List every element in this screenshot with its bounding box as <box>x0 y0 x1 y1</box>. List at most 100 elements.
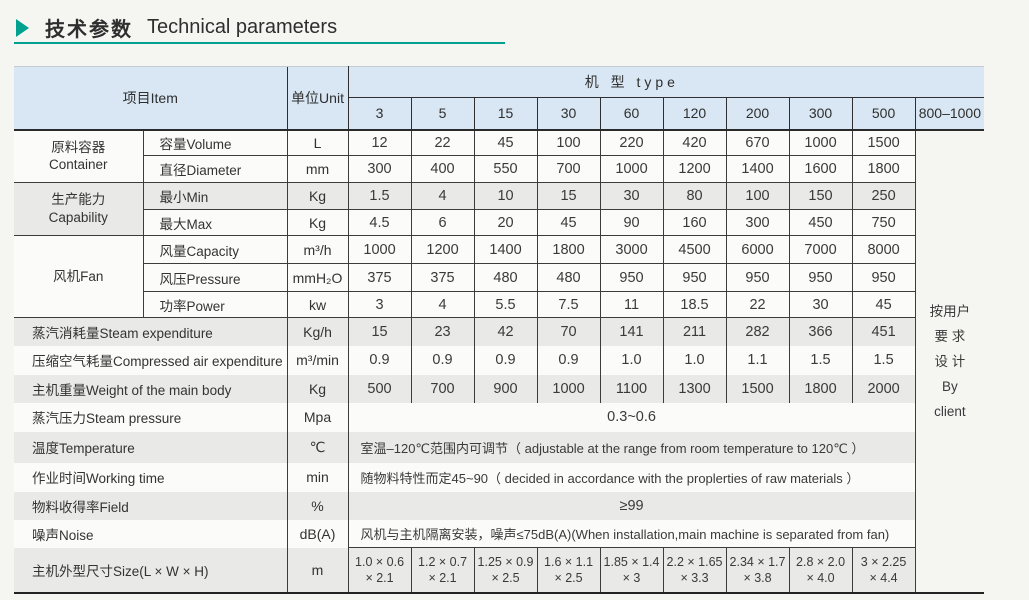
row-label-compressed-air: 压缩空气耗量Compressed air expenditure <box>14 345 288 375</box>
col-header-type-value: 120 <box>662 97 727 131</box>
page-title-en: Technical parameters <box>147 16 338 38</box>
value-cell: 300 <box>347 155 412 183</box>
by-client-line: 要 求 <box>934 328 966 344</box>
value-cell: 375 <box>410 263 475 292</box>
row-max: 最大Max Kg 4.5 6 20 45 90 160 300 450 750 <box>14 209 984 236</box>
row-air-pressure: 风压Pressure mmH₂O 375 375 480 480 950 950 950 95… <box>14 263 984 292</box>
value-cell: 3 × 2.25 × 4.4 <box>851 547 916 594</box>
value-cell: 1.0 <box>662 345 727 375</box>
page-title-zh: 技术参数 <box>45 19 133 41</box>
value-cell: 1200 <box>662 155 727 183</box>
value-cell: 15 <box>347 317 412 346</box>
value-cell: 30 <box>788 291 853 318</box>
row-weight: 主机重量Weight of the main body Kg 500 700 900… <box>14 374 984 403</box>
value-cell: 22 <box>725 291 790 318</box>
by-client-line: By <box>941 378 958 394</box>
row-compressed-air: 压缩空气耗量Compressed air expenditure m³/min … <box>14 345 984 375</box>
header-row-types: 3 5 15 30 60 120 200 300 500 800–1000 <box>14 97 985 131</box>
value-cell: 1800 <box>851 155 916 183</box>
value-cell: 6 <box>410 209 475 236</box>
value-cell: 211 <box>662 317 727 346</box>
value-cell: 950 <box>599 263 664 292</box>
value-cell: 700 <box>410 374 475 403</box>
value-cell: 1800 <box>536 235 601 264</box>
col-header-type-value: 15 <box>473 97 538 131</box>
value-cell: 1.5 <box>347 182 412 210</box>
row-label-volume: 容量Volume <box>143 129 288 156</box>
value-cell: 15 <box>536 182 601 210</box>
value-cell: 100 <box>725 182 790 210</box>
group-label-en: Capability <box>48 210 108 225</box>
row-steam-pressure: 蒸汽压力Steam pressure Mpa 0.3~0.6 <box>14 402 984 432</box>
value-cell: 2000 <box>851 374 916 403</box>
value-cell: 10 <box>473 182 538 210</box>
unit-cell: Kg/h <box>286 317 349 346</box>
section-title: 技术参数 Technical parameters <box>16 13 337 42</box>
col-header-type-value: 300 <box>788 97 853 131</box>
unit-cell: mmH₂O <box>286 263 349 292</box>
row-label-steam-pressure: 蒸汽压力Steam pressure <box>14 402 288 432</box>
merged-value-working-time: 随物料特性而定45~90（ decided in accordance with… <box>347 462 916 492</box>
col-header-custom: 800–1000 <box>914 97 985 131</box>
col-header-type-value: 5 <box>410 97 475 131</box>
row-size: 主机外型尺寸Size(L × W × H) m 1.0 × 0.6 × 2.1 1.… <box>14 547 984 594</box>
value-cell: 250 <box>851 182 916 210</box>
row-label-air-capacity: 风量Capacity <box>143 235 288 264</box>
value-cell: 1.1 <box>725 345 790 375</box>
value-cell: 950 <box>725 263 790 292</box>
row-label-diameter: 直径Diameter <box>143 155 288 183</box>
unit-cell: m <box>286 547 349 594</box>
header-row-top: 项目Item 单位Unit 机 型 type <box>14 66 985 131</box>
row-power: 功率Power kw 3 4 5.5 7.5 11 18.5 22 30 45 <box>14 291 984 318</box>
row-label-size: 主机外型尺寸Size(L × W × H) <box>14 547 288 594</box>
value-cell: 300 <box>725 209 790 236</box>
technical-parameters-table: 项目Item 单位Unit 机 型 type 3 5 15 30 60 120 … <box>14 66 985 594</box>
col-header-type-value: 30 <box>536 97 601 131</box>
value-cell: 950 <box>662 263 727 292</box>
value-cell: 80 <box>662 182 727 210</box>
merged-value-field: ≥99 <box>347 491 916 520</box>
value-cell: 1400 <box>473 235 538 264</box>
value-cell: 0.9 <box>410 345 475 375</box>
by-client-line: 按用户 <box>929 303 971 319</box>
unit-cell: m³/h <box>286 235 349 264</box>
value-cell: 2.34 × 1.7 × 3.8 <box>725 547 790 594</box>
value-cell: 45 <box>536 209 601 236</box>
value-cell: 480 <box>473 263 538 292</box>
value-cell: 1.5 <box>851 345 916 375</box>
value-cell: 3000 <box>599 235 664 264</box>
by-client-text: 按用户 要 求 设 计 By client <box>916 299 985 424</box>
value-cell: 0.9 <box>536 345 601 375</box>
value-cell: 1.0 <box>599 345 664 375</box>
value-cell: 23 <box>410 317 475 346</box>
row-label-power: 功率Power <box>143 291 288 318</box>
merged-value-steam-pressure: 0.3~0.6 <box>347 402 916 432</box>
row-noise: 噪声Noise dB(A) 风机与主机隔离安装，噪声≤75dB(A)(When … <box>14 519 984 548</box>
value-cell: 282 <box>725 317 790 346</box>
row-label-max: 最大Max <box>143 209 288 236</box>
value-cell: 90 <box>599 209 664 236</box>
value-cell: 1500 <box>851 129 916 156</box>
unit-cell: Kg <box>286 374 349 403</box>
value-cell: 1.2 × 0.7 × 2.1 <box>410 547 475 594</box>
value-cell: 900 <box>473 374 538 403</box>
value-cell: 141 <box>599 317 664 346</box>
value-cell: 1.6 × 1.1 × 2.5 <box>536 547 601 594</box>
value-cell: 11 <box>599 291 664 318</box>
value-cell: 1.85 × 1.4 × 3 <box>599 547 664 594</box>
value-cell: 30 <box>599 182 664 210</box>
unit-cell: Kg <box>286 209 349 236</box>
value-cell: 6000 <box>725 235 790 264</box>
row-steam-expenditure: 蒸汽消耗量Steam expenditure Kg/h 15 23 42 70 141 2… <box>14 317 984 346</box>
value-cell: 366 <box>788 317 853 346</box>
by-client-line: client <box>934 403 966 419</box>
value-cell: 70 <box>536 317 601 346</box>
value-cell: 950 <box>788 263 853 292</box>
unit-cell: kw <box>286 291 349 318</box>
value-cell: 1000 <box>536 374 601 403</box>
value-cell: 1.25 × 0.9 × 2.5 <box>473 547 538 594</box>
unit-cell: dB(A) <box>286 519 349 548</box>
col-header-type-value: 3 <box>347 97 412 131</box>
value-cell: 20 <box>473 209 538 236</box>
value-cell: 550 <box>473 155 538 183</box>
